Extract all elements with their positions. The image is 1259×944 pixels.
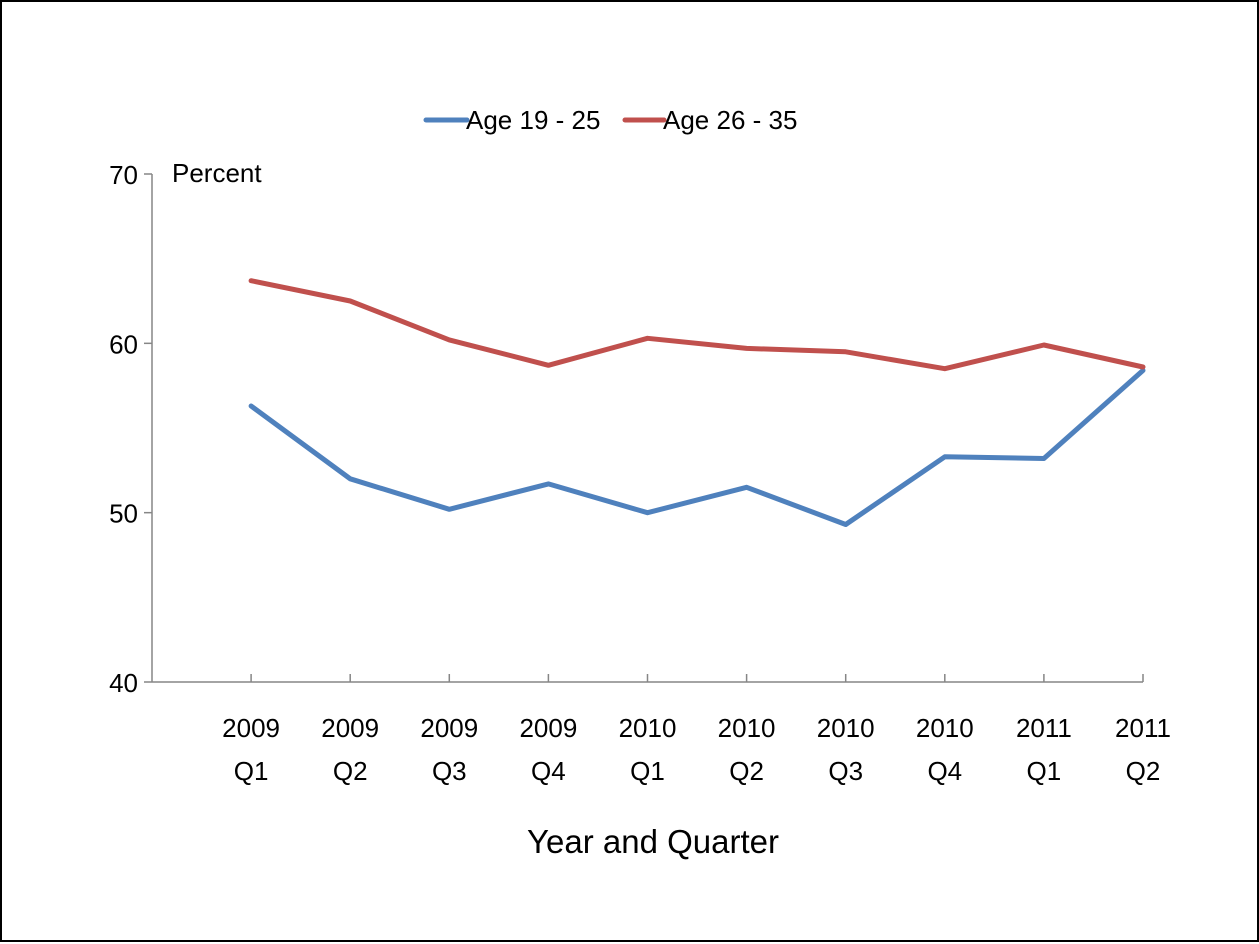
x-tick-label-quarter: Q3 [828,756,863,786]
legend-label-2: Age 26 - 35 [663,105,797,135]
x-tick-label-quarter: Q2 [729,756,764,786]
x-tick-label-year: 2009 [519,713,577,743]
legend: Age 19 - 25 Age 26 - 35 [423,105,797,135]
y-tick-label: 40 [109,668,138,698]
x-tick-label-year: 2010 [619,713,677,743]
x-tick-label-quarter: Q1 [630,756,665,786]
series-layer [248,278,1146,527]
x-tick-label-quarter: Q4 [927,756,962,786]
y-tick-label: 50 [109,499,138,529]
x-tick-label-quarter: Q1 [1027,756,1062,786]
x-tick-label-quarter: Q4 [531,756,566,786]
x-tick-label-year: 2010 [718,713,776,743]
legend-label-1: Age 19 - 25 [466,105,600,135]
x-tick-label-year: 2011 [1016,713,1072,743]
x-tick-label-year: 2011 [1115,713,1171,743]
x-tick-label-year: 2009 [222,713,280,743]
series-line-1 [248,367,1146,527]
y-tick-label: 70 [109,160,138,190]
x-tick-label-quarter: Q2 [333,756,368,786]
x-tick-label-year: 2010 [817,713,875,743]
y-axis-label: Percent [172,158,262,188]
x-tick-label-year: 2009 [420,713,478,743]
y-tick-label: 60 [109,329,138,359]
x-axis-label: Year and Quarter [527,823,779,860]
x-tick-label-quarter: Q3 [432,756,467,786]
x-tick-label-year: 2009 [321,713,379,743]
series-line-2 [248,278,1146,372]
x-tick-label-year: 2010 [916,713,974,743]
axes: 40 50 60 70 2009 Q1 2009 Q2 2009 Q3 2009 Q4 2010 Q1 20… [109,160,1171,786]
x-tick-label-quarter: Q2 [1126,756,1161,786]
x-tick-label-quarter: Q1 [234,756,269,786]
